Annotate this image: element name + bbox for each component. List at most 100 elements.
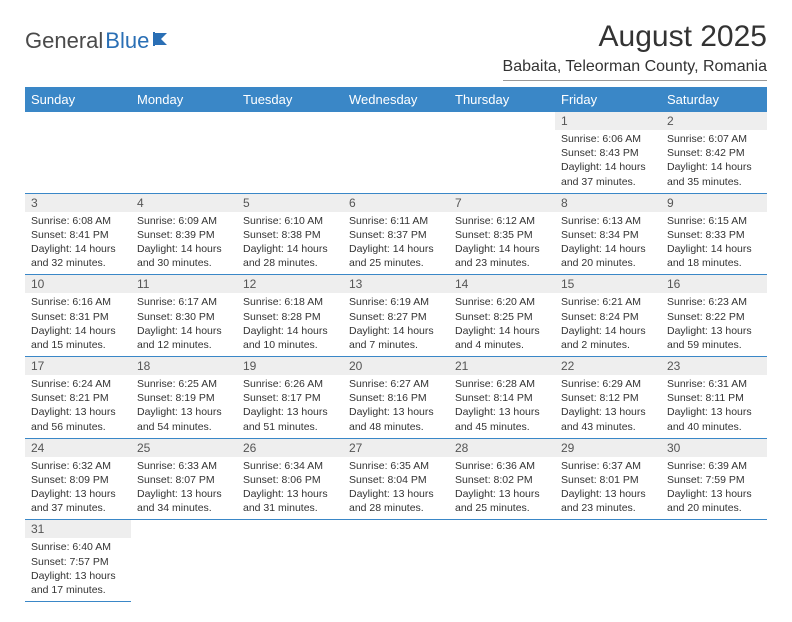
header: GeneralBlue August 2025 Babaita, Teleorm… xyxy=(25,20,767,81)
day-details: Sunrise: 6:07 AMSunset: 8:42 PMDaylight:… xyxy=(661,130,767,193)
sunset-text: Sunset: 8:25 PM xyxy=(455,310,549,324)
calendar-table: Sunday Monday Tuesday Wednesday Thursday… xyxy=(25,87,767,602)
calendar-day-cell: 10Sunrise: 6:16 AMSunset: 8:31 PMDayligh… xyxy=(25,275,131,357)
day-details: Sunrise: 6:10 AMSunset: 8:38 PMDaylight:… xyxy=(237,212,343,275)
month-title: August 2025 xyxy=(503,20,767,54)
weekday-header: Thursday xyxy=(449,87,555,112)
day-number: 8 xyxy=(555,194,661,212)
calendar-week-row: 24Sunrise: 6:32 AMSunset: 8:09 PMDayligh… xyxy=(25,438,767,520)
calendar-day-cell: 13Sunrise: 6:19 AMSunset: 8:27 PMDayligh… xyxy=(343,275,449,357)
sunrise-text: Sunrise: 6:06 AM xyxy=(561,132,655,146)
sunset-text: Sunset: 8:34 PM xyxy=(561,228,655,242)
day-number: 17 xyxy=(25,357,131,375)
day-details: Sunrise: 6:23 AMSunset: 8:22 PMDaylight:… xyxy=(661,293,767,356)
sunrise-text: Sunrise: 6:20 AM xyxy=(455,295,549,309)
calendar-week-row: 31Sunrise: 6:40 AMSunset: 7:57 PMDayligh… xyxy=(25,520,767,602)
day-number: 15 xyxy=(555,275,661,293)
sunset-text: Sunset: 8:02 PM xyxy=(455,473,549,487)
sunrise-text: Sunrise: 6:19 AM xyxy=(349,295,443,309)
day-number: 9 xyxy=(661,194,767,212)
calendar-day-cell xyxy=(343,520,449,602)
daylight-text: Daylight: 14 hours and 28 minutes. xyxy=(243,242,337,270)
sunset-text: Sunset: 8:12 PM xyxy=(561,391,655,405)
sunrise-text: Sunrise: 6:11 AM xyxy=(349,214,443,228)
sunrise-text: Sunrise: 6:28 AM xyxy=(455,377,549,391)
day-details: Sunrise: 6:19 AMSunset: 8:27 PMDaylight:… xyxy=(343,293,449,356)
daylight-text: Daylight: 13 hours and 48 minutes. xyxy=(349,405,443,433)
weekday-header: Tuesday xyxy=(237,87,343,112)
day-details: Sunrise: 6:37 AMSunset: 8:01 PMDaylight:… xyxy=(555,457,661,520)
daylight-text: Daylight: 13 hours and 54 minutes. xyxy=(137,405,231,433)
daylight-text: Daylight: 13 hours and 43 minutes. xyxy=(561,405,655,433)
sunset-text: Sunset: 8:28 PM xyxy=(243,310,337,324)
day-details: Sunrise: 6:25 AMSunset: 8:19 PMDaylight:… xyxy=(131,375,237,438)
sunrise-text: Sunrise: 6:32 AM xyxy=(31,459,125,473)
day-number: 22 xyxy=(555,357,661,375)
sunset-text: Sunset: 8:11 PM xyxy=(667,391,761,405)
daylight-text: Daylight: 14 hours and 4 minutes. xyxy=(455,324,549,352)
calendar-day-cell xyxy=(555,520,661,602)
calendar-day-cell: 18Sunrise: 6:25 AMSunset: 8:19 PMDayligh… xyxy=(131,357,237,439)
calendar-day-cell: 2Sunrise: 6:07 AMSunset: 8:42 PMDaylight… xyxy=(661,112,767,193)
sunrise-text: Sunrise: 6:09 AM xyxy=(137,214,231,228)
daylight-text: Daylight: 13 hours and 37 minutes. xyxy=(31,487,125,515)
sunrise-text: Sunrise: 6:39 AM xyxy=(667,459,761,473)
sunset-text: Sunset: 8:39 PM xyxy=(137,228,231,242)
sunset-text: Sunset: 8:17 PM xyxy=(243,391,337,405)
sunset-text: Sunset: 8:30 PM xyxy=(137,310,231,324)
calendar-day-cell: 25Sunrise: 6:33 AMSunset: 8:07 PMDayligh… xyxy=(131,438,237,520)
daylight-text: Daylight: 14 hours and 23 minutes. xyxy=(455,242,549,270)
day-details: Sunrise: 6:06 AMSunset: 8:43 PMDaylight:… xyxy=(555,130,661,193)
sunrise-text: Sunrise: 6:34 AM xyxy=(243,459,337,473)
daylight-text: Daylight: 14 hours and 37 minutes. xyxy=(561,160,655,188)
sunrise-text: Sunrise: 6:37 AM xyxy=(561,459,655,473)
sunset-text: Sunset: 8:41 PM xyxy=(31,228,125,242)
calendar-day-cell xyxy=(449,520,555,602)
daylight-text: Daylight: 14 hours and 25 minutes. xyxy=(349,242,443,270)
sunset-text: Sunset: 8:43 PM xyxy=(561,146,655,160)
sunrise-text: Sunrise: 6:35 AM xyxy=(349,459,443,473)
sunset-text: Sunset: 7:57 PM xyxy=(31,555,125,569)
sunrise-text: Sunrise: 6:18 AM xyxy=(243,295,337,309)
daylight-text: Daylight: 13 hours and 31 minutes. xyxy=(243,487,337,515)
day-details: Sunrise: 6:35 AMSunset: 8:04 PMDaylight:… xyxy=(343,457,449,520)
brand-part1: General xyxy=(25,28,103,54)
weekday-header: Wednesday xyxy=(343,87,449,112)
calendar-day-cell: 5Sunrise: 6:10 AMSunset: 8:38 PMDaylight… xyxy=(237,193,343,275)
calendar-page: GeneralBlue August 2025 Babaita, Teleorm… xyxy=(0,0,792,622)
weekday-header: Saturday xyxy=(661,87,767,112)
daylight-text: Daylight: 13 hours and 56 minutes. xyxy=(31,405,125,433)
day-details: Sunrise: 6:24 AMSunset: 8:21 PMDaylight:… xyxy=(25,375,131,438)
day-number: 25 xyxy=(131,439,237,457)
weekday-header: Monday xyxy=(131,87,237,112)
day-number: 27 xyxy=(343,439,449,457)
sunset-text: Sunset: 8:24 PM xyxy=(561,310,655,324)
daylight-text: Daylight: 13 hours and 28 minutes. xyxy=(349,487,443,515)
day-details: Sunrise: 6:20 AMSunset: 8:25 PMDaylight:… xyxy=(449,293,555,356)
calendar-day-cell: 3Sunrise: 6:08 AMSunset: 8:41 PMDaylight… xyxy=(25,193,131,275)
sunset-text: Sunset: 8:42 PM xyxy=(667,146,761,160)
sunset-text: Sunset: 8:35 PM xyxy=(455,228,549,242)
calendar-day-cell: 1Sunrise: 6:06 AMSunset: 8:43 PMDaylight… xyxy=(555,112,661,193)
sunset-text: Sunset: 8:22 PM xyxy=(667,310,761,324)
day-number: 19 xyxy=(237,357,343,375)
sunset-text: Sunset: 8:38 PM xyxy=(243,228,337,242)
title-block: August 2025 Babaita, Teleorman County, R… xyxy=(503,20,767,81)
sunrise-text: Sunrise: 6:13 AM xyxy=(561,214,655,228)
calendar-week-row: 3Sunrise: 6:08 AMSunset: 8:41 PMDaylight… xyxy=(25,193,767,275)
day-details: Sunrise: 6:31 AMSunset: 8:11 PMDaylight:… xyxy=(661,375,767,438)
calendar-day-cell: 14Sunrise: 6:20 AMSunset: 8:25 PMDayligh… xyxy=(449,275,555,357)
calendar-day-cell xyxy=(131,112,237,193)
calendar-day-cell xyxy=(343,112,449,193)
day-details: Sunrise: 6:40 AMSunset: 7:57 PMDaylight:… xyxy=(25,538,131,601)
calendar-day-cell: 30Sunrise: 6:39 AMSunset: 7:59 PMDayligh… xyxy=(661,438,767,520)
day-details: Sunrise: 6:21 AMSunset: 8:24 PMDaylight:… xyxy=(555,293,661,356)
weekday-header: Sunday xyxy=(25,87,131,112)
calendar-week-row: 17Sunrise: 6:24 AMSunset: 8:21 PMDayligh… xyxy=(25,357,767,439)
day-details: Sunrise: 6:13 AMSunset: 8:34 PMDaylight:… xyxy=(555,212,661,275)
sunset-text: Sunset: 8:04 PM xyxy=(349,473,443,487)
calendar-day-cell xyxy=(661,520,767,602)
daylight-text: Daylight: 14 hours and 2 minutes. xyxy=(561,324,655,352)
daylight-text: Daylight: 14 hours and 7 minutes. xyxy=(349,324,443,352)
day-details: Sunrise: 6:34 AMSunset: 8:06 PMDaylight:… xyxy=(237,457,343,520)
